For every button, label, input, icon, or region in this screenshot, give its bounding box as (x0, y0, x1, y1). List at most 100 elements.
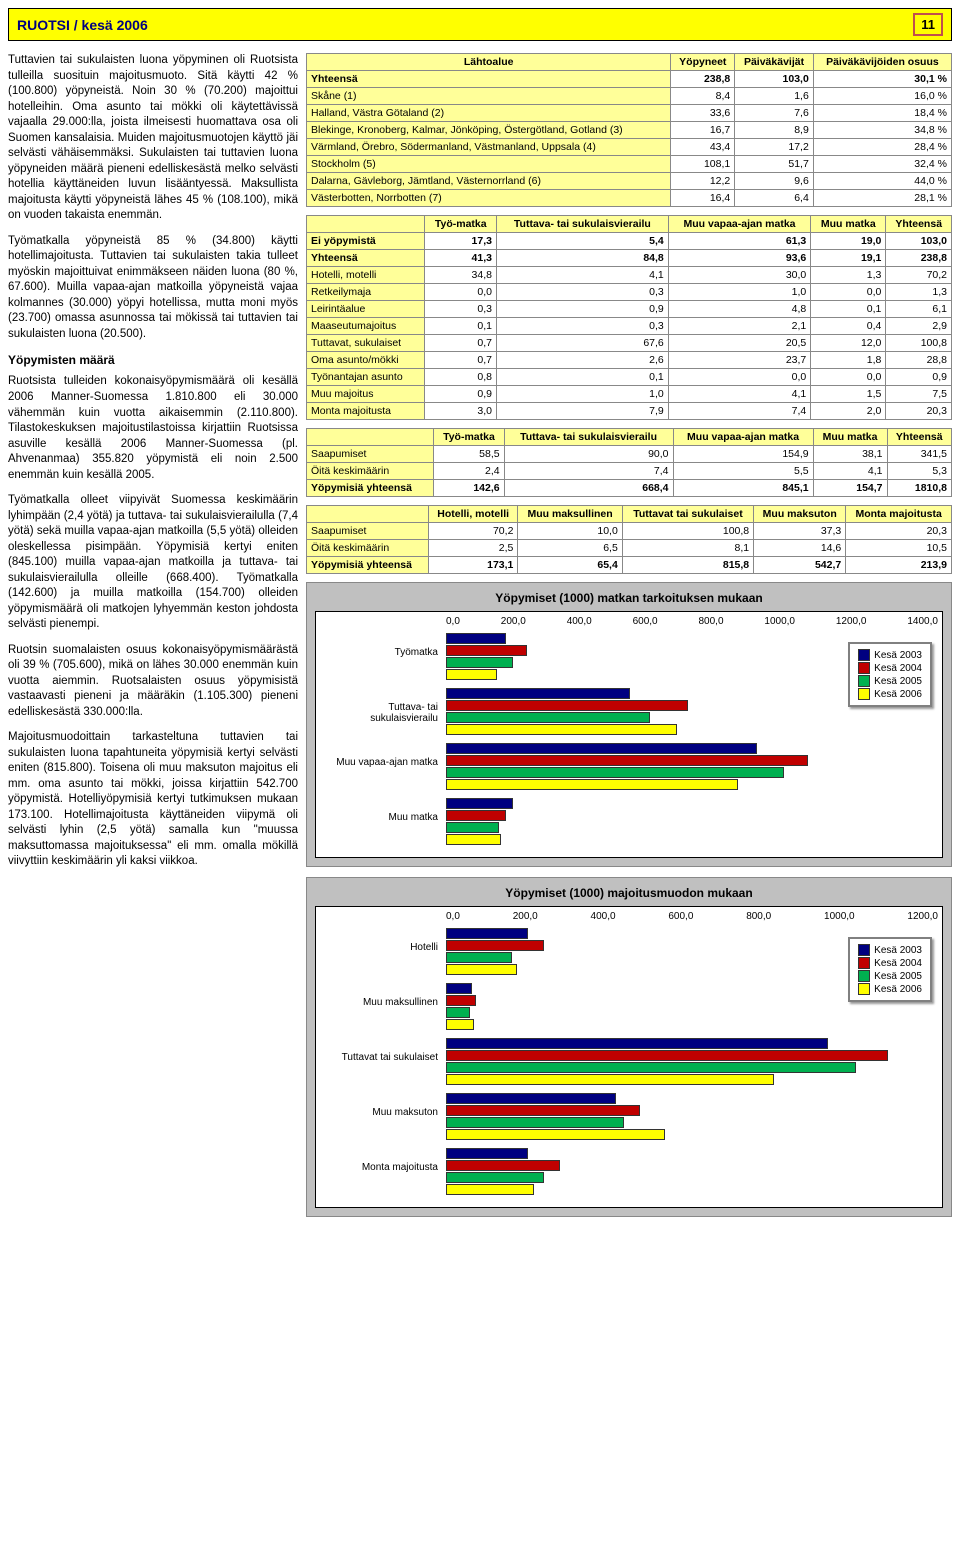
cell-value: 7,6 (735, 105, 814, 122)
left-column: Tuttavien tai sukulaisten luona yöpymine… (8, 53, 298, 1227)
legend-item: Kesä 2004 (858, 662, 922, 674)
cell-value: 30,1 % (813, 71, 951, 88)
cell-value: 34,8 (425, 267, 497, 284)
cell-value: 32,4 % (813, 156, 951, 173)
col-header: Yhteensä (887, 429, 951, 446)
bar-label: Hotelli (318, 942, 438, 953)
para-2: Työmatkalla yöpyneistä 85 % (34.800) käy… (8, 234, 298, 343)
bar-group: Muu maksuton (446, 1093, 938, 1140)
legend-swatch (858, 688, 870, 700)
cell-value: 0,3 (496, 318, 668, 335)
tick-label: 1200,0 (907, 911, 938, 922)
cell-value: 90,0 (504, 446, 673, 463)
tick-label: 200,0 (513, 911, 538, 922)
legend-swatch (858, 675, 870, 687)
bar (446, 1148, 528, 1159)
tick-label: 600,0 (633, 616, 658, 627)
cell-value: 6,4 (735, 190, 814, 207)
cell-value: 41,3 (425, 250, 497, 267)
cell-value: 103,0 (886, 233, 952, 250)
cell-value: 33,6 (671, 105, 735, 122)
bar (446, 983, 472, 994)
cell-value: 43,4 (671, 139, 735, 156)
bar-label: Muu maksullinen (318, 997, 438, 1008)
cell-value: 0,3 (496, 284, 668, 301)
cell-value: 14,6 (754, 540, 846, 557)
cell-value: 1,3 (886, 284, 952, 301)
cell-value: 0,0 (425, 284, 497, 301)
cell-value: 0,3 (425, 301, 497, 318)
col-header: Päiväkävijöiden osuus (813, 54, 951, 71)
cell-value: 17,2 (735, 139, 814, 156)
bar-label: Muu matka (318, 812, 438, 823)
bar (446, 1019, 474, 1030)
chart-plot: 0,0200,0400,0600,0800,01000,01200,01400,… (315, 611, 943, 858)
cell-value: 0,1 (425, 318, 497, 335)
row-label: Värmland, Örebro, Södermanland, Västmanl… (307, 139, 671, 156)
cell-value: 668,4 (504, 480, 673, 497)
col-header: Muu vapaa-ajan matka (673, 429, 813, 446)
tick-label: 1000,0 (764, 616, 795, 627)
cell-value: 12,0 (811, 335, 886, 352)
cell-value: 10,0 (518, 523, 622, 540)
axis-labels: 0,0200,0400,0600,0800,01000,01200,0 (446, 911, 938, 922)
tick-label: 200,0 (501, 616, 526, 627)
heading-yopymisten: Yöpymisten määrä (8, 352, 298, 368)
cell-value: 7,4 (668, 403, 810, 420)
cell-value: 213,9 (846, 557, 952, 574)
cell-value: 19,0 (811, 233, 886, 250)
bar-label: Työmatka (318, 647, 438, 658)
para-5: Ruotsin suomalaisten osuus kokonaisyöpym… (8, 643, 298, 721)
cell-value: 20,3 (846, 523, 952, 540)
cell-value: 37,3 (754, 523, 846, 540)
bar (446, 669, 497, 680)
table-majoitusmuoto: Työ-matkaTuttava- tai sukulaisvierailuMu… (306, 215, 952, 420)
bar (446, 1062, 856, 1073)
bar (446, 1184, 534, 1195)
chart-title: Yöpymiset (1000) matkan tarkoituksen muk… (315, 591, 943, 605)
cell-value: 10,5 (846, 540, 952, 557)
cell-value: 1,8 (811, 352, 886, 369)
legend-label: Kesä 2004 (874, 958, 922, 969)
legend-label: Kesä 2005 (874, 676, 922, 687)
bar (446, 779, 738, 790)
legend-label: Kesä 2005 (874, 971, 922, 982)
row-label: Öitä keskimäärin (307, 540, 429, 557)
tick-label: 600,0 (668, 911, 693, 922)
cell-value: 238,8 (671, 71, 735, 88)
bar-label: Muu maksuton (318, 1107, 438, 1118)
cell-value: 2,0 (811, 403, 886, 420)
cell-value: 7,9 (496, 403, 668, 420)
cell-value: 100,8 (622, 523, 753, 540)
para-3: Ruotsista tulleiden kokonaisyöpymismäärä… (8, 374, 298, 483)
col-header: Yhteensä (886, 216, 952, 233)
cell-value: 1810,8 (887, 480, 951, 497)
bar (446, 645, 527, 656)
tick-label: 800,0 (746, 911, 771, 922)
col-header (307, 429, 434, 446)
row-label: Öitä keskimäärin (307, 463, 434, 480)
legend-item: Kesä 2005 (858, 675, 922, 687)
para-6: Majoitusmuodoittain tarkasteltuna tuttav… (8, 730, 298, 870)
legend-swatch (858, 983, 870, 995)
cell-value: 2,9 (886, 318, 952, 335)
col-header (307, 216, 425, 233)
row-label: Hotelli, motelli (307, 267, 425, 284)
row-label: Dalarna, Gävleborg, Jämtland, Västernorr… (307, 173, 671, 190)
row-label: Yhteensä (307, 250, 425, 267)
row-label: Ei yöpymistä (307, 233, 425, 250)
bar (446, 688, 630, 699)
legend-item: Kesä 2005 (858, 970, 922, 982)
bar (446, 1074, 774, 1085)
cell-value: 0,1 (811, 301, 886, 318)
cell-value: 0,9 (886, 369, 952, 386)
cell-value: 154,7 (813, 480, 887, 497)
cell-value: 3,0 (425, 403, 497, 420)
legend-label: Kesä 2003 (874, 650, 922, 661)
cell-value: 154,9 (673, 446, 813, 463)
bar-group: Muu matka (446, 798, 938, 845)
cell-value: 2,1 (668, 318, 810, 335)
para-1: Tuttavien tai sukulaisten luona yöpymine… (8, 53, 298, 224)
legend-item: Kesä 2006 (858, 983, 922, 995)
legend-swatch (858, 649, 870, 661)
